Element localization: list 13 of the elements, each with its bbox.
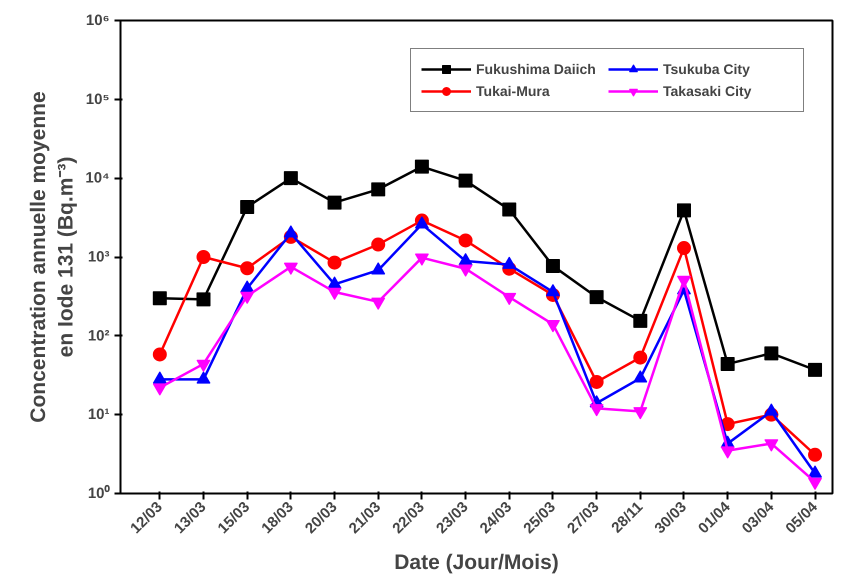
x-axis-title: Date (Jour/Mois) — [394, 551, 559, 574]
y-tick-label: 10⁴ — [85, 170, 110, 187]
y-tick-label: 10⁰ — [88, 484, 110, 502]
y-tick-label: 10¹ — [88, 406, 110, 424]
legend-label: Tukai-Mura — [476, 83, 551, 99]
y-tick-label: 10⁶ — [86, 12, 110, 29]
legend-label: Fukushima Daiich — [476, 61, 597, 77]
legend-label: Takasaki City — [663, 83, 752, 99]
y-tick-label: 10³ — [88, 248, 110, 266]
y-axis-title: Concentration annuelle moyenne en Iode 131 (Bq.m⁻³) — [26, 91, 78, 423]
y-tick-label: 10² — [88, 327, 110, 344]
legend-label: Tsukuba City — [663, 61, 751, 77]
y-tick-label: 10⁵ — [86, 90, 110, 108]
